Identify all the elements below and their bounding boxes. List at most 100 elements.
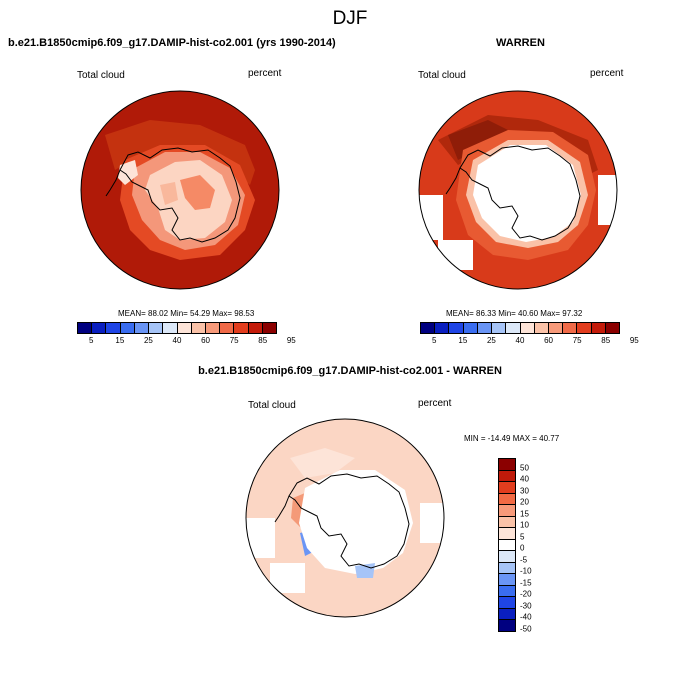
obs-colorbar-labels: 5 15 25 40 60 75 85 95 bbox=[420, 334, 639, 345]
obs-variable-label: Total cloud bbox=[418, 70, 466, 81]
colorbar-swatch bbox=[499, 459, 515, 471]
model-colorbar: 5 15 25 40 60 75 85 95 bbox=[77, 322, 296, 345]
colorbar-tick-label: -5 bbox=[520, 555, 528, 564]
colorbar-swatch bbox=[92, 323, 107, 333]
colorbar-swatch bbox=[499, 470, 515, 482]
colorbar-tick-label: 75 bbox=[572, 336, 582, 345]
colorbar-tick-label: 30 bbox=[520, 486, 529, 495]
diff-variable-label: Total cloud bbox=[248, 400, 296, 411]
colorbar-tick-label: 75 bbox=[229, 336, 239, 345]
antarctica-coastline bbox=[288, 473, 410, 569]
model-units-label: percent bbox=[248, 68, 282, 79]
diff-stats: MIN = -14.49 MAX = 40.77 bbox=[464, 434, 560, 443]
missing-data-east bbox=[598, 175, 617, 225]
colorbar-tick-label: -50 bbox=[520, 624, 532, 633]
peninsula-coastline bbox=[105, 169, 121, 197]
colorbar-swatch bbox=[248, 323, 263, 333]
model-polar-map bbox=[80, 90, 280, 290]
colorbar-swatch bbox=[163, 323, 178, 333]
colorbar-swatch bbox=[548, 323, 564, 333]
colorbar-swatch bbox=[435, 323, 450, 333]
colorbar-swatch bbox=[499, 539, 515, 551]
colorbar-swatch bbox=[499, 528, 515, 540]
diff-no-data-continent bbox=[299, 470, 413, 574]
colorbar-tick-label: 20 bbox=[520, 497, 529, 507]
colorbar-tick-label: 15 bbox=[520, 509, 529, 518]
map-border bbox=[245, 418, 445, 618]
colorbar-swatch bbox=[106, 323, 121, 333]
colorbar-swatch bbox=[499, 493, 515, 505]
obs-colorbar-swatches bbox=[420, 322, 620, 334]
diff-colorbar-swatches bbox=[498, 458, 516, 632]
obs-stats: MEAN= 86.33 Min= 40.60 Max= 97.32 bbox=[446, 309, 583, 318]
colorbar-tick-label: 0 bbox=[520, 543, 525, 553]
antarctica-coastline bbox=[459, 145, 581, 241]
colorbar-swatch bbox=[605, 323, 620, 333]
antarctica-coastline bbox=[119, 147, 241, 243]
colorbar-swatch bbox=[499, 482, 515, 494]
model-colorbar-labels: 5 15 25 40 60 75 85 95 bbox=[77, 334, 296, 345]
colorbar-swatch bbox=[449, 323, 464, 333]
cloud-field-peninsula bbox=[118, 160, 138, 185]
obs-colorbar: 5 15 25 40 60 75 85 95 bbox=[420, 322, 639, 345]
colorbar-tick-label: 5 bbox=[520, 532, 525, 541]
colorbar-tick-label: 5 bbox=[432, 336, 437, 345]
colorbar-swatch bbox=[520, 323, 535, 333]
colorbar-swatch bbox=[120, 323, 135, 333]
colorbar-tick-label: 15 bbox=[458, 336, 468, 345]
colorbar-swatch bbox=[499, 608, 515, 620]
map-border bbox=[418, 90, 618, 290]
colorbar-tick-label: 60 bbox=[201, 336, 211, 345]
model-variable-label: Total cloud bbox=[77, 70, 125, 81]
no-data-continent bbox=[473, 145, 581, 242]
cloud-field-patch-2 bbox=[160, 182, 178, 205]
model-stats: MEAN= 88.02 Min= 54.29 Max= 98.53 bbox=[118, 309, 255, 318]
colorbar-swatch bbox=[149, 323, 164, 333]
colorbar-tick-label: 85 bbox=[601, 336, 611, 345]
diff-field-weak bbox=[290, 448, 355, 478]
obs-panel-title: WARREN bbox=[496, 37, 545, 49]
colorbar-swatch bbox=[492, 323, 507, 333]
colorbar-swatch bbox=[534, 323, 549, 333]
colorbar-swatch bbox=[577, 323, 592, 333]
colorbar-swatch bbox=[205, 323, 221, 333]
colorbar-swatch bbox=[499, 597, 515, 609]
diff-polar-map bbox=[245, 418, 445, 618]
obs-units-label: percent bbox=[590, 68, 624, 79]
colorbar-swatch bbox=[177, 323, 192, 333]
colorbar-tick-label: 95 bbox=[629, 336, 639, 345]
colorbar-tick-label: -40 bbox=[520, 612, 532, 622]
colorbar-tick-label: 85 bbox=[258, 336, 268, 345]
diff-field-negative-2 bbox=[355, 563, 375, 578]
colorbar-swatch bbox=[477, 323, 493, 333]
colorbar-swatch bbox=[134, 323, 150, 333]
colorbar-swatch bbox=[506, 323, 521, 333]
diff-panel-title: b.e21.B1850cmip6.f09_g17.DAMIP-hist-co2.… bbox=[198, 365, 502, 377]
obs-polar-map bbox=[418, 90, 618, 290]
colorbar-tick-label: 10 bbox=[520, 520, 529, 530]
diff-missing-west bbox=[246, 518, 275, 558]
diff-colorbar bbox=[498, 458, 516, 632]
colorbar-swatch bbox=[463, 323, 478, 333]
colorbar-tick-label: 60 bbox=[544, 336, 554, 345]
colorbar-swatch bbox=[499, 516, 515, 528]
diff-colorbar-labels: 50 40 30 20 15 10 5 0 -5 -10 -15 -20 -30 -40 -50 bbox=[520, 458, 560, 633]
cloud-field-patch bbox=[180, 175, 215, 210]
colorbar-tick-label: 25 bbox=[486, 336, 496, 345]
map-border bbox=[80, 90, 280, 290]
colorbar-swatch bbox=[499, 562, 515, 574]
colorbar-tick-label: -30 bbox=[520, 601, 532, 610]
figure-title: DJF bbox=[332, 8, 368, 29]
peninsula-coastline bbox=[445, 167, 461, 195]
colorbar-swatch bbox=[191, 323, 206, 333]
colorbar-swatch bbox=[499, 574, 515, 586]
model-panel-title: b.e21.B1850cmip6.f09_g17.DAMIP-hist-co2.… bbox=[8, 37, 336, 49]
colorbar-tick-label: 95 bbox=[286, 336, 296, 345]
peninsula-coastline bbox=[274, 495, 290, 523]
colorbar-tick-label: 40 bbox=[515, 336, 525, 345]
missing-data-west bbox=[419, 195, 443, 240]
colorbar-swatch bbox=[499, 505, 515, 517]
colorbar-tick-label: 15 bbox=[115, 336, 125, 345]
colorbar-tick-label: -10 bbox=[520, 566, 532, 576]
colorbar-swatch bbox=[234, 323, 249, 333]
